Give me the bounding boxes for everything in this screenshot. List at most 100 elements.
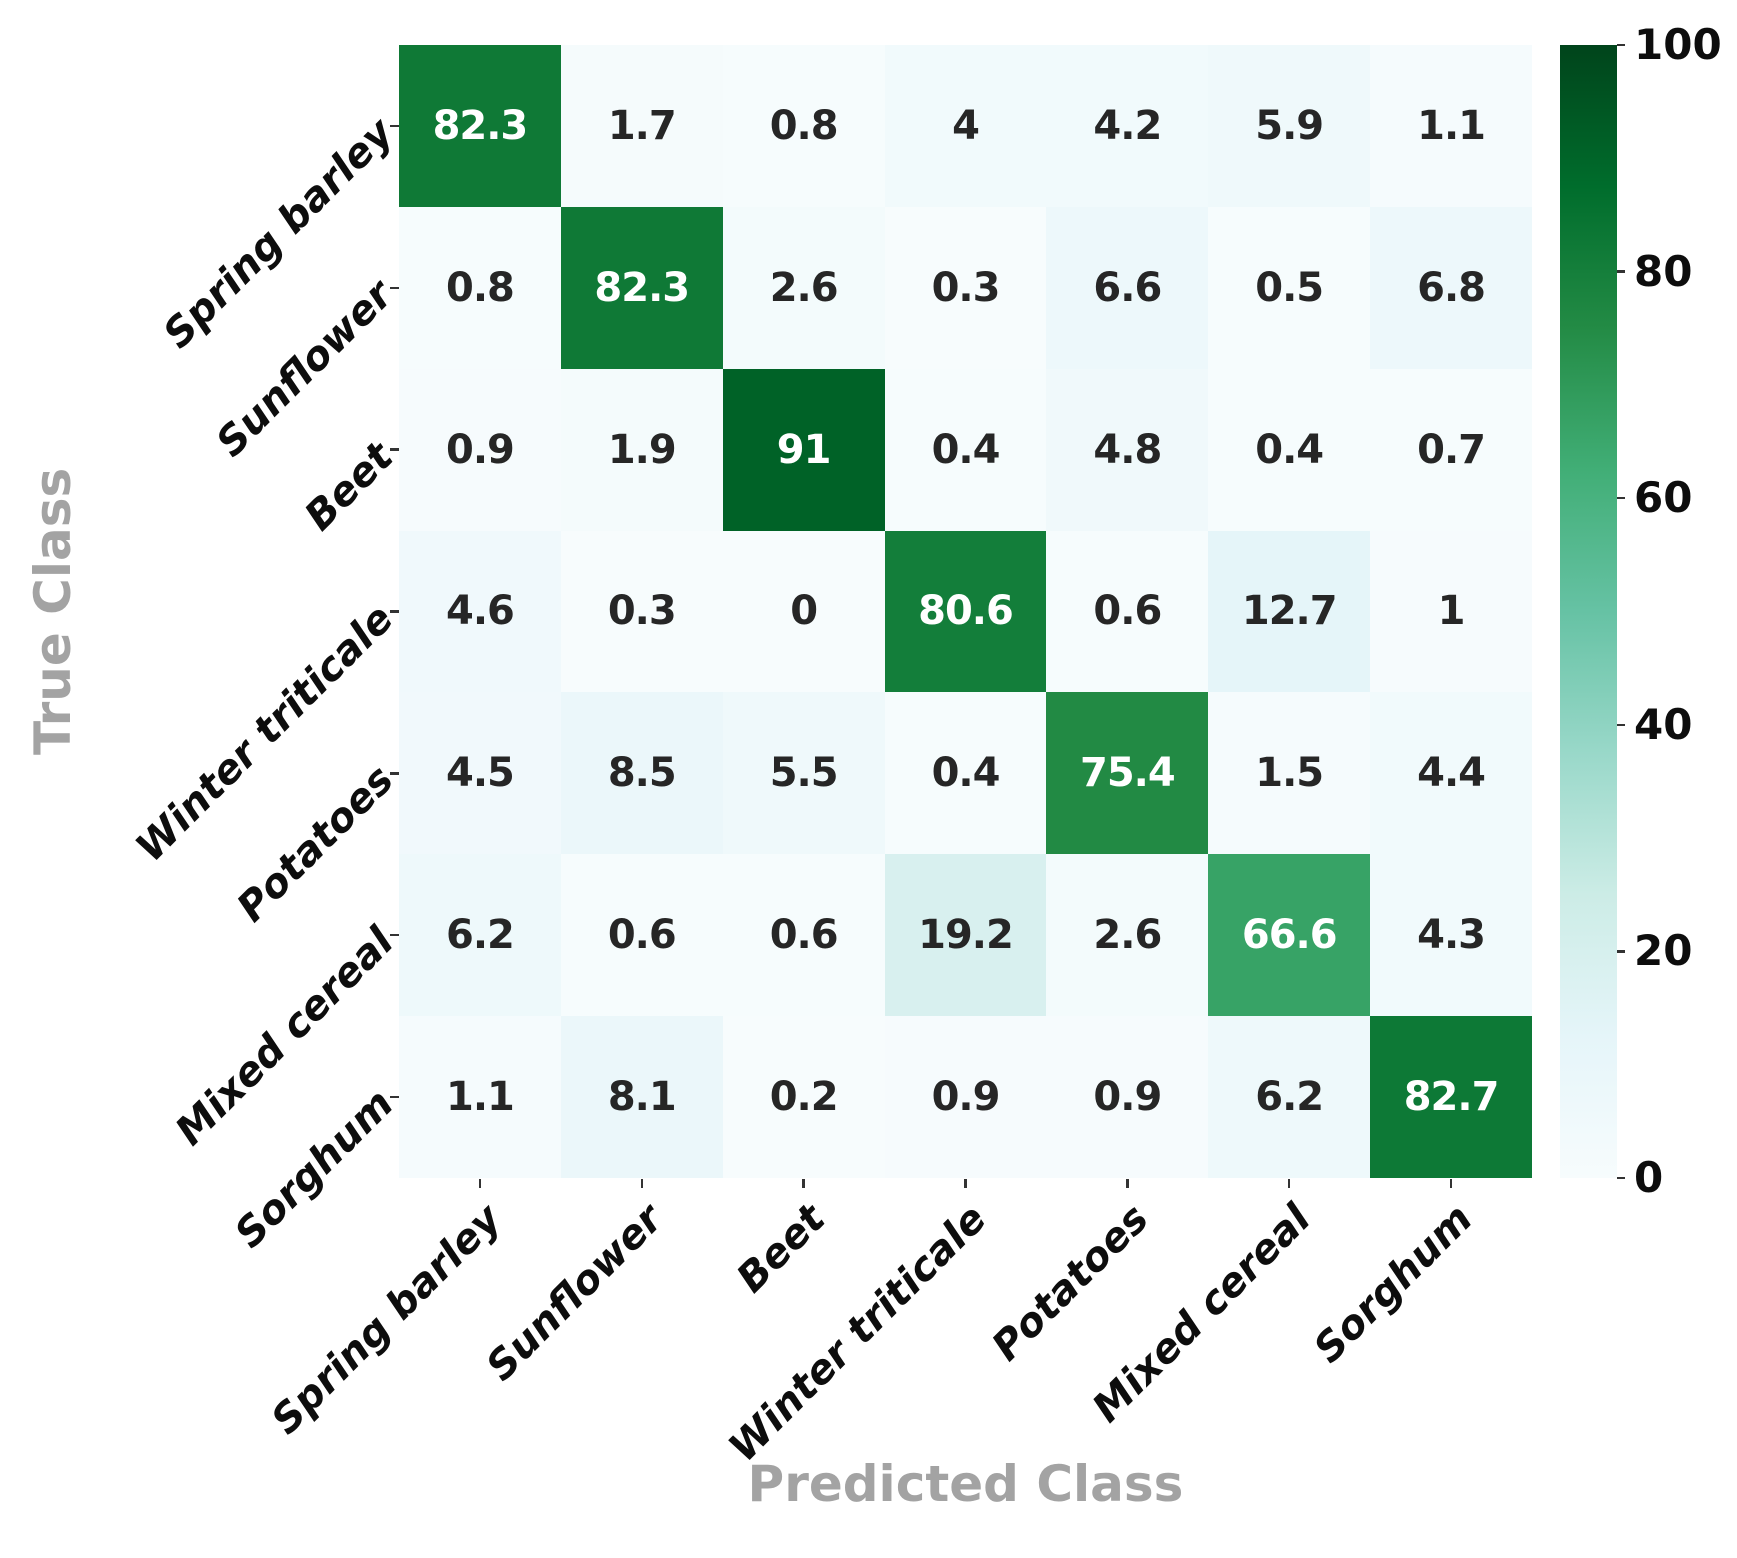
cell-value: 0 bbox=[790, 588, 818, 635]
heatmap-cell: 6.2 bbox=[1208, 1016, 1371, 1178]
heatmap-grid: 82.3 1.7 0.8 4 4.2 5.9 1.1 0.8 82.3 2.6 0.3 6.6 0.5 6… bbox=[399, 45, 1532, 1178]
cell-value: 0.7 bbox=[1417, 426, 1486, 473]
heatmap-cell: 4.5 bbox=[399, 692, 561, 855]
cell-value: 0.8 bbox=[769, 102, 839, 149]
cell-value: 12.7 bbox=[1241, 588, 1338, 635]
cell-value: 91 bbox=[776, 426, 832, 473]
cell-value: 5.5 bbox=[769, 750, 839, 797]
y-tick-mark bbox=[390, 933, 399, 937]
cell-value: 0.3 bbox=[607, 588, 677, 635]
cell-value: 0.6 bbox=[607, 912, 677, 959]
heatmap-cell: 91 bbox=[722, 368, 885, 531]
heatmap-cell: 0.6 bbox=[722, 854, 885, 1017]
heatmap-cell: 12.7 bbox=[1208, 530, 1371, 693]
x-tick-label: Sorghum bbox=[1305, 1195, 1482, 1373]
heatmap-cell: 0.8 bbox=[399, 206, 561, 369]
y-tick-label: Sorghum bbox=[225, 1080, 403, 1258]
heatmap-cell: 0.6 bbox=[1046, 530, 1209, 693]
heatmap-cell: 0.3 bbox=[560, 530, 723, 693]
heatmap-cell: 5.5 bbox=[722, 692, 885, 855]
cell-value: 4.6 bbox=[445, 588, 515, 635]
heatmap-cell: 66.6 bbox=[1208, 854, 1371, 1017]
y-tick-mark bbox=[390, 772, 399, 775]
cell-value: 5.9 bbox=[1255, 102, 1324, 149]
cell-value: 0.5 bbox=[1255, 264, 1324, 311]
cell-value: 80.6 bbox=[918, 588, 1014, 635]
cell-value: 75.4 bbox=[1080, 750, 1176, 797]
cell-value: 0.8 bbox=[445, 264, 515, 311]
y-tick-mark bbox=[390, 286, 399, 290]
cell-value: 4.4 bbox=[1417, 750, 1486, 797]
cell-value: 8.1 bbox=[607, 1074, 677, 1121]
heatmap-cell: 0.8 bbox=[722, 45, 885, 207]
colorbar-tick-mark bbox=[1617, 43, 1625, 47]
cell-value: 1.1 bbox=[1417, 102, 1486, 149]
colorbar-tick-mark bbox=[1617, 1176, 1625, 1180]
heatmap-cell: 0.9 bbox=[1046, 1016, 1209, 1178]
heatmap-cell: 19.2 bbox=[884, 854, 1047, 1017]
colorbar-tick-mark bbox=[1617, 950, 1625, 953]
x-tick-mark bbox=[1287, 1179, 1291, 1188]
x-tick-label: Potatoes bbox=[983, 1195, 1158, 1371]
heatmap-cell: 6.6 bbox=[1046, 206, 1209, 369]
colorbar-tick-label: 80 bbox=[1634, 246, 1693, 296]
cell-value: 0.4 bbox=[931, 426, 1001, 473]
cell-value: 1.5 bbox=[1255, 750, 1324, 797]
x-tick-label: Beet bbox=[727, 1195, 834, 1302]
cell-value: 1.7 bbox=[607, 102, 677, 149]
cell-value: 4.2 bbox=[1093, 102, 1162, 149]
x-tick-mark bbox=[1449, 1179, 1453, 1188]
cell-value: 8.5 bbox=[607, 750, 677, 797]
heatmap-cell: 4.6 bbox=[399, 530, 561, 693]
cell-value: 2.6 bbox=[1093, 912, 1162, 959]
cell-value: 0.3 bbox=[931, 264, 1001, 311]
heatmap-cell: 4 bbox=[884, 45, 1047, 207]
heatmap-cell: 0.2 bbox=[722, 1016, 885, 1178]
heatmap-cell: 1.9 bbox=[560, 368, 723, 531]
heatmap-cell: 6.2 bbox=[399, 854, 561, 1017]
cell-value: 0.6 bbox=[769, 912, 839, 959]
cell-value: 6.2 bbox=[445, 912, 515, 959]
cell-value: 82.7 bbox=[1403, 1074, 1500, 1121]
y-tick-label: Beet bbox=[296, 433, 403, 540]
cell-value: 6.8 bbox=[1417, 264, 1486, 311]
cell-value: 0.9 bbox=[931, 1074, 1001, 1121]
heatmap-cell: 75.4 bbox=[1046, 692, 1209, 855]
cell-value: 4 bbox=[952, 102, 980, 149]
heatmap-cell: 0 bbox=[722, 530, 885, 693]
heatmap-cell: 4.8 bbox=[1046, 368, 1209, 531]
colorbar-tick-label: 100 bbox=[1634, 20, 1722, 69]
heatmap-cell: 80.6 bbox=[884, 530, 1047, 693]
heatmap-cell: 1.5 bbox=[1208, 692, 1371, 855]
y-tick-mark bbox=[390, 124, 399, 128]
heatmap-cell: 0.4 bbox=[884, 368, 1047, 531]
cell-value: 1 bbox=[1437, 588, 1466, 635]
heatmap-cell: 0.4 bbox=[884, 692, 1047, 855]
heatmap-cell: 4.4 bbox=[1370, 692, 1532, 855]
cell-value: 0.9 bbox=[1093, 1074, 1162, 1121]
cell-value: 4.5 bbox=[445, 750, 515, 797]
cell-value: 0.9 bbox=[445, 426, 515, 473]
x-tick-mark bbox=[964, 1179, 967, 1188]
colorbar-tick-label: 0 bbox=[1634, 1153, 1664, 1202]
heatmap-cell: 1.1 bbox=[399, 1016, 561, 1178]
y-tick-label: Potatoes bbox=[227, 757, 403, 932]
heatmap-cell: 82.3 bbox=[399, 45, 561, 207]
x-tick-mark bbox=[1126, 1179, 1129, 1188]
colorbar-tick-label: 20 bbox=[1634, 926, 1693, 976]
heatmap-cell: 0.9 bbox=[399, 368, 561, 531]
cell-value: 82.3 bbox=[594, 264, 690, 311]
cell-value: 1.9 bbox=[607, 426, 677, 473]
heatmap-cell: 82.3 bbox=[560, 206, 723, 369]
heatmap-cell: 0.5 bbox=[1208, 206, 1371, 369]
colorbar-tick-label: 60 bbox=[1634, 473, 1693, 523]
heatmap-cell: 5.9 bbox=[1208, 45, 1371, 207]
cell-value: 1.1 bbox=[445, 1074, 515, 1121]
colorbar-tick-mark bbox=[1617, 496, 1625, 500]
heatmap-cell: 8.1 bbox=[560, 1016, 723, 1178]
heatmap-cell: 2.6 bbox=[722, 206, 885, 369]
colorbar-tick-mark bbox=[1617, 270, 1625, 273]
cell-value: 82.3 bbox=[432, 102, 529, 149]
heatmap-cell: 6.8 bbox=[1370, 206, 1532, 369]
